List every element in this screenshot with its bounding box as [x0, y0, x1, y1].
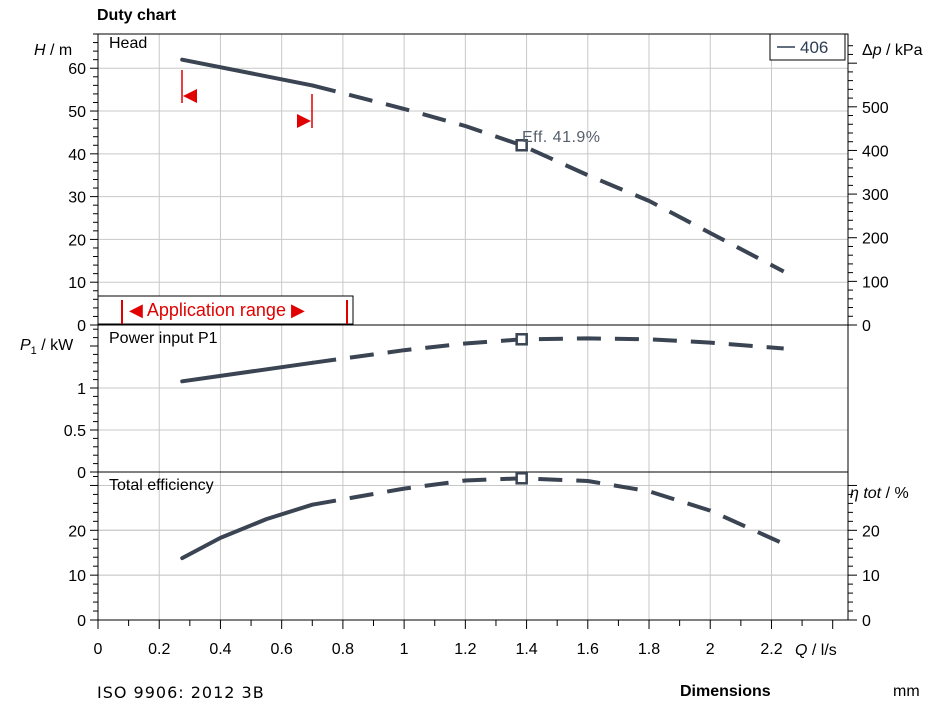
efficiency-y-tick-label: 10	[68, 568, 86, 585]
range-markers	[182, 70, 312, 128]
head-curve-solid	[182, 60, 312, 86]
power-curve-solid	[182, 363, 312, 382]
efficiency-y2-axis-title: η tot / %	[850, 485, 909, 502]
application-range-label: ◀ Application range ▶	[129, 300, 305, 320]
x-tick-label: 1	[400, 641, 409, 658]
head-y2-axis-title: Δp / kPa	[862, 42, 923, 59]
efficiency-duty-point	[517, 473, 527, 483]
efficiency-curve-dashed	[312, 478, 783, 544]
duty-point-label: Eff. 41.9%	[522, 129, 601, 146]
standard-label: ISO 9906: 2012 3B	[97, 683, 265, 702]
efficiency-y-tick-label: 0	[77, 613, 86, 630]
head-y2-tick-label: 500	[862, 100, 889, 117]
x-tick-label: 0.8	[332, 641, 354, 658]
head-y-tick-label: 0	[77, 318, 86, 335]
head-y2-tick-label: 300	[862, 187, 889, 204]
head-y-tick-label: 20	[68, 232, 86, 249]
efficiency-y2-tick-label: 0	[862, 613, 871, 630]
power-duty-point	[517, 334, 527, 344]
efficiency-y2-tick-label: 20	[862, 523, 880, 540]
x-tick-label: 0.4	[209, 641, 231, 658]
x-tick-label: 1.6	[577, 641, 599, 658]
head-y2-tick-label: 0	[862, 318, 871, 335]
legend: 406	[770, 34, 845, 60]
power-y-tick-label: 1	[77, 381, 86, 398]
head-y-tick-label: 10	[68, 275, 86, 292]
panel-frames	[98, 34, 848, 620]
x-tick-label: 1.4	[515, 641, 537, 658]
power-y-tick-label: 0.5	[64, 423, 86, 440]
dimensions-unit: mm	[893, 683, 920, 701]
power-panel-name: Power input P1	[109, 330, 218, 347]
efficiency-curve-solid	[182, 505, 312, 558]
x-tick-label: 2	[706, 641, 715, 658]
axis-labels: 0102030405060010020030040050000.51010200…	[20, 42, 923, 659]
duty-chart: Duty chart 01020304050600100200300400500…	[0, 0, 936, 680]
x-tick-label: 0.2	[148, 641, 170, 658]
head-y2-tick-label: 100	[862, 274, 889, 291]
power-y-axis-title: P1 / kW	[20, 337, 74, 357]
x-tick-label: 2.2	[760, 641, 782, 658]
head-y-tick-label: 50	[68, 104, 86, 121]
head-panel-name: Head	[109, 35, 147, 52]
efficiency-frame	[98, 472, 848, 620]
efficiency-y2-tick-label: 10	[862, 568, 880, 585]
head-y2-tick-label: 200	[862, 231, 889, 248]
x-tick-label: 1.8	[638, 641, 660, 658]
head-frame	[98, 34, 848, 325]
x-tick-label: 0.6	[271, 641, 293, 658]
head-y-axis-title: H / m	[34, 42, 72, 59]
application-range-box: ◀ Application range ▶	[98, 296, 353, 324]
efficiency-y-tick-label: 20	[68, 523, 86, 540]
range-end-marker	[297, 114, 311, 128]
grid-lines	[98, 34, 848, 620]
chart-title: Duty chart	[97, 7, 177, 24]
power-curve-dashed	[312, 338, 783, 362]
power-frame	[98, 325, 848, 472]
x-axis-title: Q / l/s	[795, 642, 837, 659]
x-tick-label: 0	[94, 641, 103, 658]
power-y-tick-label: 0	[77, 465, 86, 482]
range-start-marker	[183, 89, 197, 103]
dimensions-label: Dimensions	[680, 683, 771, 701]
head-curve-dashed	[312, 85, 783, 271]
head-y-tick-label: 40	[68, 147, 86, 164]
efficiency-panel-name: Total efficiency	[109, 477, 214, 494]
head-y-tick-label: 30	[68, 190, 86, 207]
head-y-tick-label: 60	[68, 61, 86, 78]
head-y2-tick-label: 400	[862, 143, 889, 160]
x-tick-label: 1.2	[454, 641, 476, 658]
legend-label: 406	[800, 38, 828, 57]
